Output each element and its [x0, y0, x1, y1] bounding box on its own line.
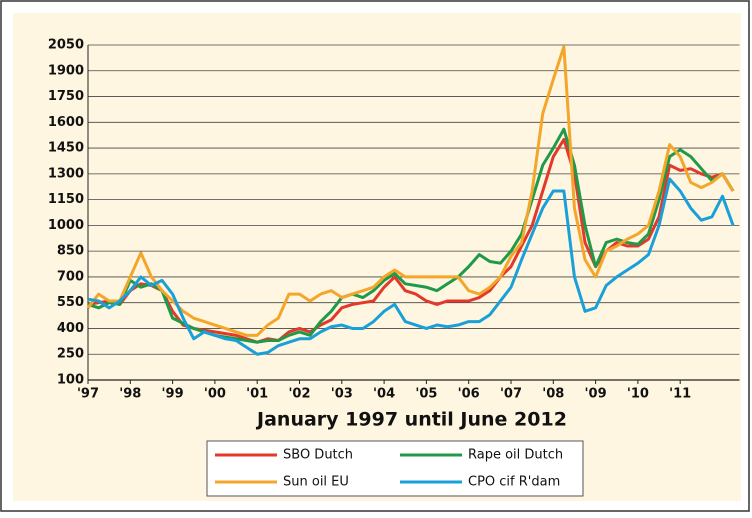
x-tick-label: '03 — [331, 387, 353, 402]
x-tick-label: '04 — [373, 387, 395, 402]
y-tick-label: 1150 — [48, 192, 84, 207]
x-tick-label: '99 — [162, 387, 184, 402]
y-tick-label: 1750 — [48, 89, 84, 104]
y-tick-label: 850 — [57, 244, 84, 259]
legend-label: SBO Dutch — [283, 448, 353, 463]
y-tick-label: 1450 — [48, 141, 84, 156]
y-tick-label: 1300 — [48, 166, 84, 181]
x-tick-label: '01 — [246, 387, 268, 402]
y-tick-label: 2050 — [48, 38, 84, 53]
x-axis-title: January 1997 until June 2012 — [255, 409, 567, 431]
y-tick-label: 250 — [57, 347, 84, 362]
x-tick-label: '97 — [77, 387, 99, 402]
y-tick-label: 550 — [57, 295, 84, 310]
x-tick-label: '98 — [119, 387, 141, 402]
x-tick-label: '00 — [204, 387, 226, 402]
series-line — [86, 45, 735, 337]
x-tick-label: '07 — [500, 387, 522, 402]
legend-label: CPO cif R'dam — [468, 475, 560, 490]
x-tick-label: '05 — [415, 387, 437, 402]
x-tick-label: '09 — [585, 387, 607, 402]
y-tick-label: 400 — [57, 321, 84, 336]
y-tick-label: 1000 — [48, 218, 84, 233]
x-tick-label: '08 — [542, 387, 564, 402]
x-tick-label: '10 — [627, 387, 649, 402]
x-tick-label: '06 — [458, 387, 480, 402]
series-line — [87, 177, 735, 356]
y-tick-label: 1600 — [48, 115, 84, 130]
y-tick-label: 100 — [57, 373, 84, 388]
legend — [206, 440, 584, 497]
y-tick-label: 1900 — [48, 63, 84, 78]
legend-label: Rape oil Dutch — [468, 448, 563, 463]
legend-label: Sun oil EU — [283, 475, 349, 490]
y-tick-label: 700 — [57, 269, 84, 284]
plot-background — [13, 13, 741, 501]
x-tick-label: '11 — [669, 387, 691, 402]
x-tick-label: '02 — [288, 387, 310, 402]
